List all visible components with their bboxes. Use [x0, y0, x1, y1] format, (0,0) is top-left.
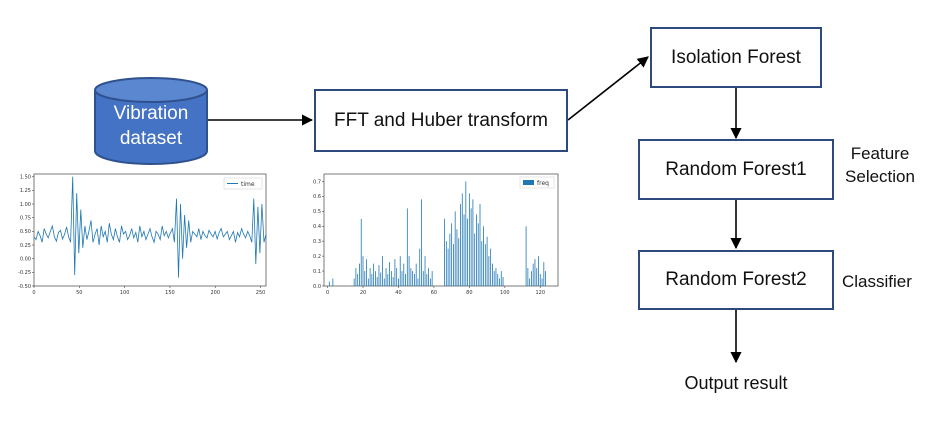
fft-huber-box: FFT and Huber transform	[314, 89, 568, 152]
y-tick-label: 1.00	[20, 202, 31, 208]
x-tick-label: 100	[500, 290, 510, 296]
x-tick-label: 150	[165, 290, 175, 296]
database-cylinder-icon	[94, 77, 208, 165]
plot-frame	[33, 173, 267, 287]
random-forest2-label: Random Forest2	[665, 269, 807, 290]
x-tick-label: 250	[256, 290, 266, 296]
y-tick-label: 0.50	[20, 229, 31, 235]
feature-line1: Feature	[850, 144, 910, 163]
dataset-label-line1: Vibration	[113, 103, 189, 124]
feature-line2: Selection	[845, 167, 915, 186]
x-tick-label: 0	[32, 290, 35, 296]
plot-frame	[323, 173, 559, 287]
isolation-forest-label: Isolation Forest	[671, 46, 801, 68]
output-result-label: Output result	[684, 373, 788, 393]
y-tick-label: 0.2	[313, 254, 321, 260]
y-tick-label: 0.5	[313, 209, 321, 215]
x-tick-label: 20	[360, 290, 366, 296]
y-tick-label: 0.7	[313, 179, 321, 185]
x-tick-label: 0	[326, 290, 329, 296]
legend-box	[223, 177, 263, 190]
arrow-fft-to-isolation	[567, 56, 649, 121]
y-tick-label: 0.4	[313, 224, 321, 230]
legend-box	[519, 176, 555, 189]
y-tick-label: 0.00	[20, 256, 31, 262]
y-tick-label: -0.25	[18, 270, 31, 276]
dataset-label: Vibration dataset	[94, 101, 208, 151]
feature-selection-annotation: Feature Selection	[840, 142, 920, 188]
x-tick-label: 120	[535, 290, 545, 296]
y-tick-label: 0.0	[313, 284, 321, 290]
y-tick-label: -0.50	[18, 284, 31, 290]
fft-huber-label: FFT and Huber transform	[333, 109, 548, 131]
random-forest2-box: Random Forest2	[638, 250, 834, 310]
random-forest1-box: Random Forest1	[638, 139, 834, 200]
y-tick-label: 0.6	[313, 194, 321, 200]
x-tick-label: 60	[431, 290, 437, 296]
y-tick-label: 1.25	[20, 188, 31, 194]
frequency-domain-chart: 0.0 0.1 0.2 0.3 0.4 0.5 0.6 0.7 0 20 40 60 80 100 120 f…	[313, 173, 559, 296]
x-tick-label: 200	[210, 290, 220, 296]
x-tick-label: 80	[466, 290, 472, 296]
isolation-forest-box: Isolation Forest	[650, 27, 822, 88]
y-tick-label: 0.3	[313, 239, 321, 245]
legend-label: time	[241, 181, 255, 188]
x-tick-label: 100	[120, 290, 130, 296]
legend-swatch	[523, 180, 534, 185]
time-domain-chart: -0.50 -0.25 0.00 0.25 0.50 0.75 1.00 1.25 1.50 0 5…	[18, 173, 267, 296]
time-series-line	[33, 176, 267, 278]
dataset-label-line2: dataset	[119, 128, 183, 149]
y-tick-label: 0.25	[20, 243, 31, 249]
legend-label: freq	[537, 180, 549, 187]
x-tick-label: 40	[395, 290, 401, 296]
y-tick-label: 1.50	[20, 175, 31, 181]
classifier-annotation: Classifier	[842, 272, 912, 291]
random-forest1-label: Random Forest1	[665, 158, 807, 180]
y-tick-label: 0.75	[20, 216, 31, 222]
y-tick-label: 0.1	[313, 269, 321, 275]
x-tick-label: 50	[76, 290, 82, 296]
